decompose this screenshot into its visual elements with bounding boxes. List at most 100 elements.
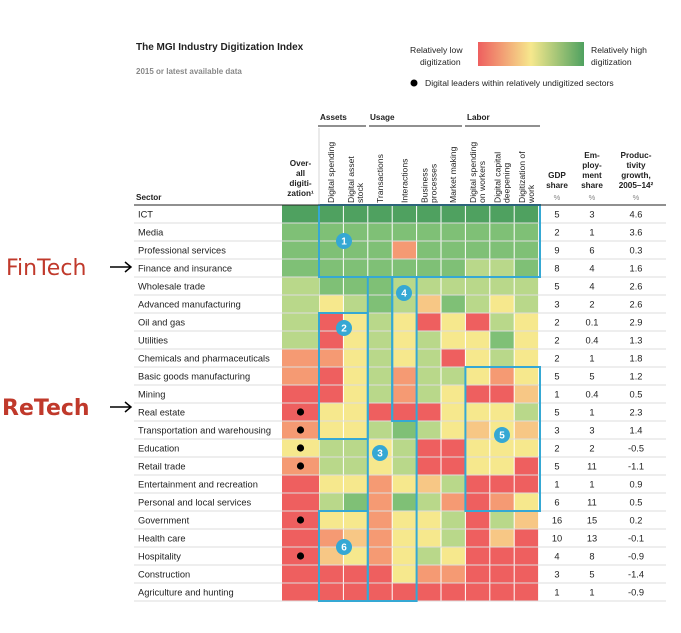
cluster-boxes [318,204,541,602]
prod-value: 1.8 [630,354,643,364]
prod-value: 0.2 [630,516,643,526]
emp-value: 3 [589,426,594,436]
heatmap-cell [441,439,465,457]
metric-header-label: Interactions [399,159,409,203]
table-row: Advanced manufacturing 3 2 2.6 [134,295,666,314]
heatmap-cell [441,457,465,475]
cluster-badge-circle [336,233,352,249]
heatmap-cell [343,493,368,511]
sector-name: Hospitality [138,552,181,562]
heatmap-cell [465,349,490,367]
heatmap-cell [441,241,465,259]
table-row: Chemicals and pharmaceuticals 2 1 1.8 [134,349,666,368]
retech-label: ReTech [2,396,90,421]
heatmap-cell [490,565,514,583]
table-row: Basic goods manufacturing 5 5 1.2 [134,367,666,386]
heatmap-cell [441,421,465,439]
heatmap-cell [465,223,490,241]
gdp-value: 4 [554,552,559,562]
heatmap-cell [368,421,392,439]
heatmap-cell [514,457,539,475]
cluster-badge-number: 3 [377,449,383,460]
heatmap-cell [465,313,490,331]
table-row: Agriculture and hunting 1 1 -0.9 [134,583,666,602]
heatmap-cell [319,457,343,475]
sector-name: Construction [138,570,190,580]
prod-value: 2.6 [630,282,643,292]
heatmap-cell [392,331,417,349]
heatmap-cell [417,475,441,493]
legend-color-scale [478,42,584,66]
heatmap-cell [319,295,343,313]
table-row: Health care 10 13 -0.1 [134,529,666,548]
sector-name: ICT [138,210,153,220]
heatmap-cell [392,205,417,223]
sector-name: Transportation and warehousing [138,426,271,436]
heatmap-cell [417,565,441,583]
heatmap-cell [368,277,392,295]
heatmap-cell [514,223,539,241]
gdp-value: 1 [554,588,559,598]
cluster-badge-circle [396,285,412,301]
heatmap-cell [514,547,539,565]
heatmap-cell [465,511,490,529]
heatmap-cell [392,403,417,421]
legend-low-line1: Relatively low [410,45,463,55]
heatmap-cell [441,259,465,277]
heatmap-cell [514,259,539,277]
table-row: Construction 3 5 -1.4 [134,565,666,584]
sector-name: Entertainment and recreation [138,480,258,490]
heatmap-cell [417,331,441,349]
heatmap-cell [490,205,514,223]
prod-value: 3.6 [630,228,643,238]
heatmap-cell [343,367,368,385]
emp-value: 3 [589,210,594,220]
prod-value: 0.3 [630,246,643,256]
gdp-value: 2 [554,318,559,328]
heatmap-cell [465,277,490,295]
overall-header-line: all [296,169,305,178]
heatmap-cell [392,493,417,511]
cluster-badge-circle [372,445,388,461]
cluster-badge-number: 6 [341,543,347,554]
heatmap-cell [319,583,343,601]
heatmap-cell [441,295,465,313]
heatmap-cell [490,331,514,349]
table-row: Finance and insurance 8 4 1.6 [134,259,666,278]
sector-name: Wholesale trade [138,282,205,292]
emp-value: 2 [589,444,594,454]
emp-value: 5 [589,372,594,382]
emp-value: 0.4 [586,390,599,400]
gdp-unit: % [554,193,561,202]
heatmap-cell [392,583,417,601]
emp-header-line: ploy- [582,161,602,170]
heatmap-cell [465,529,490,547]
prod-value: 1.4 [630,426,643,436]
table-row: Transportation and warehousing 3 3 1.4 [134,421,666,440]
heatmap-cell [514,331,539,349]
heatmap-cell [490,313,514,331]
heatmap-cell [319,385,343,403]
metric-header-label: stock [355,182,365,203]
heatmap-cell [392,529,417,547]
heatmap-cell [392,439,417,457]
heatmap-cell [441,349,465,367]
heatmap-cell [319,205,343,223]
heatmap-cell [441,475,465,493]
fintech-label: FinTech [6,256,86,281]
heatmap-cell [490,385,514,403]
sector-name: Government [138,516,190,526]
heatmap-cell [465,547,490,565]
heatmap-cell [417,259,441,277]
overall-cell [282,259,319,277]
sector-name: Agriculture and hunting [138,588,234,598]
heatmap-cell [343,331,368,349]
cluster-badge-number: 5 [499,431,505,442]
emp-unit: % [589,193,596,202]
heatmap-cell [368,529,392,547]
heatmap-cell [465,367,490,385]
table-row: Wholesale trade 5 4 2.6 [134,277,666,296]
heatmap-cell [392,295,417,313]
prod-value: 0.5 [630,498,643,508]
retech-arrow-icon [110,401,133,413]
